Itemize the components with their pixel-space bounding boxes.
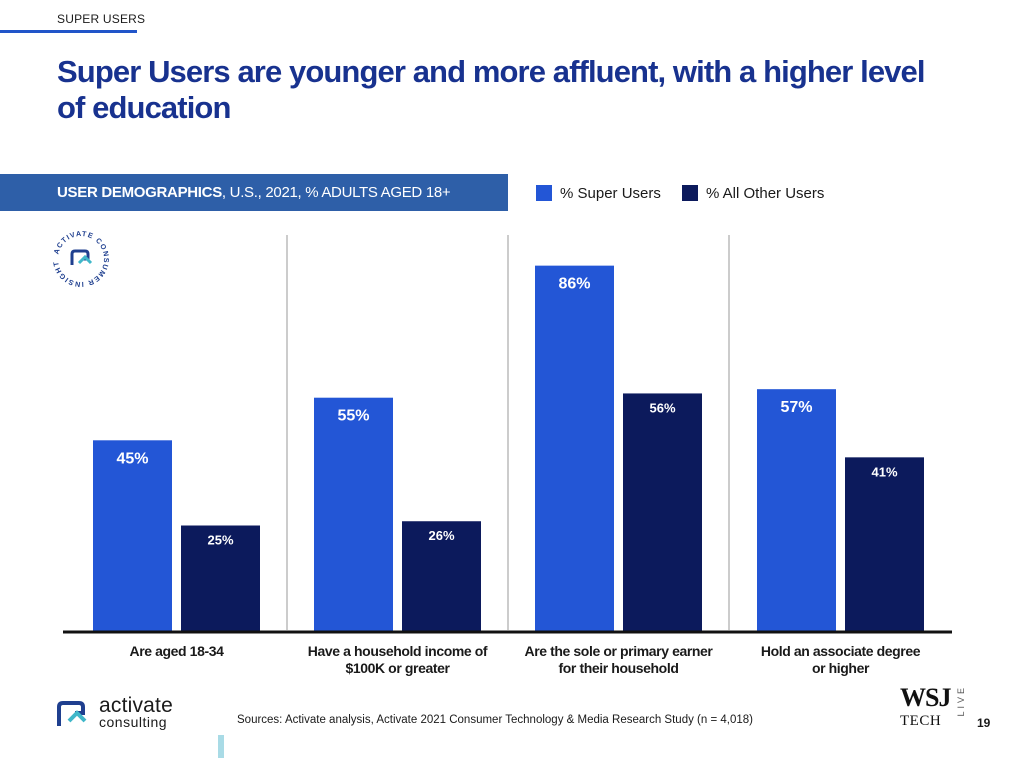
wsj-logo-bottom: TECH — [900, 713, 942, 729]
chart-banner: USER DEMOGRAPHICS, U.S., 2021, % ADULTS … — [0, 174, 508, 211]
data-label: 86% — [558, 276, 590, 293]
bar-super-users — [535, 265, 614, 632]
data-label: 56% — [649, 400, 675, 415]
legend-item-super-users: % Super Users — [536, 183, 661, 203]
category-label: Hold an associate degree — [761, 643, 921, 659]
banner-bold-text: USER DEMOGRAPHICS — [57, 184, 222, 201]
category-label: or higher — [812, 660, 870, 676]
wsj-tech-live-logo: WSJ TECH LIVE — [900, 683, 966, 731]
consumer-insight-badge-icon: ACTIVATE CONSUMER INSIGHT — [51, 229, 110, 289]
bar-super-users — [314, 397, 393, 632]
legend-swatch-all-other-users — [682, 185, 698, 201]
category-label: $100K or greater — [345, 660, 450, 676]
banner-rest-text: , U.S., 2021, % ADULTS AGED 18+ — [221, 184, 451, 201]
page-title: Super Users are younger and more affluen… — [57, 54, 925, 125]
accent-bar — [218, 735, 224, 758]
sources-note: Sources: Activate analysis, Activate 202… — [237, 714, 753, 726]
wsj-logo-side: LIVE — [956, 685, 966, 717]
data-label: 57% — [780, 399, 812, 416]
wsj-logo-top: WSJ — [900, 683, 951, 712]
section-rule — [0, 30, 137, 33]
category-label: Are the sole or primary earner — [525, 643, 714, 659]
category-label: for their household — [559, 660, 679, 676]
bar-super-users — [757, 389, 836, 632]
data-label: 26% — [428, 528, 454, 543]
legend-item-all-other-users: % All Other Users — [682, 183, 824, 203]
data-label: 45% — [116, 450, 148, 467]
legend-swatch-super-users — [536, 185, 552, 201]
data-label: 41% — [871, 464, 897, 479]
legend-label-super-users: % Super Users — [560, 184, 661, 202]
page-number: 19 — [977, 716, 991, 730]
activate-logo-icon — [57, 701, 87, 726]
logo-line2: consulting — [99, 714, 168, 730]
bar-all-other-users — [181, 525, 260, 632]
legend-label-all-other-users: % All Other Users — [706, 184, 825, 202]
data-label: 25% — [207, 533, 233, 548]
section-label: SUPER USERS — [57, 12, 146, 26]
category-label: Are aged 18-34 — [129, 643, 224, 659]
logo-line1: activate — [99, 694, 173, 717]
bar-all-other-users — [402, 521, 481, 632]
bar-super-users — [93, 440, 172, 632]
bar-all-other-users — [623, 393, 702, 632]
category-label: Have a household income of — [308, 643, 488, 659]
bar-all-other-users — [845, 457, 924, 632]
bar-chart: 45% 55% 86% 57% 25% 26% 56% 41% Are aged 18-34 Ha… — [63, 235, 952, 676]
activate-logo: activate consulting — [55, 694, 173, 731]
data-label: 55% — [337, 408, 369, 425]
